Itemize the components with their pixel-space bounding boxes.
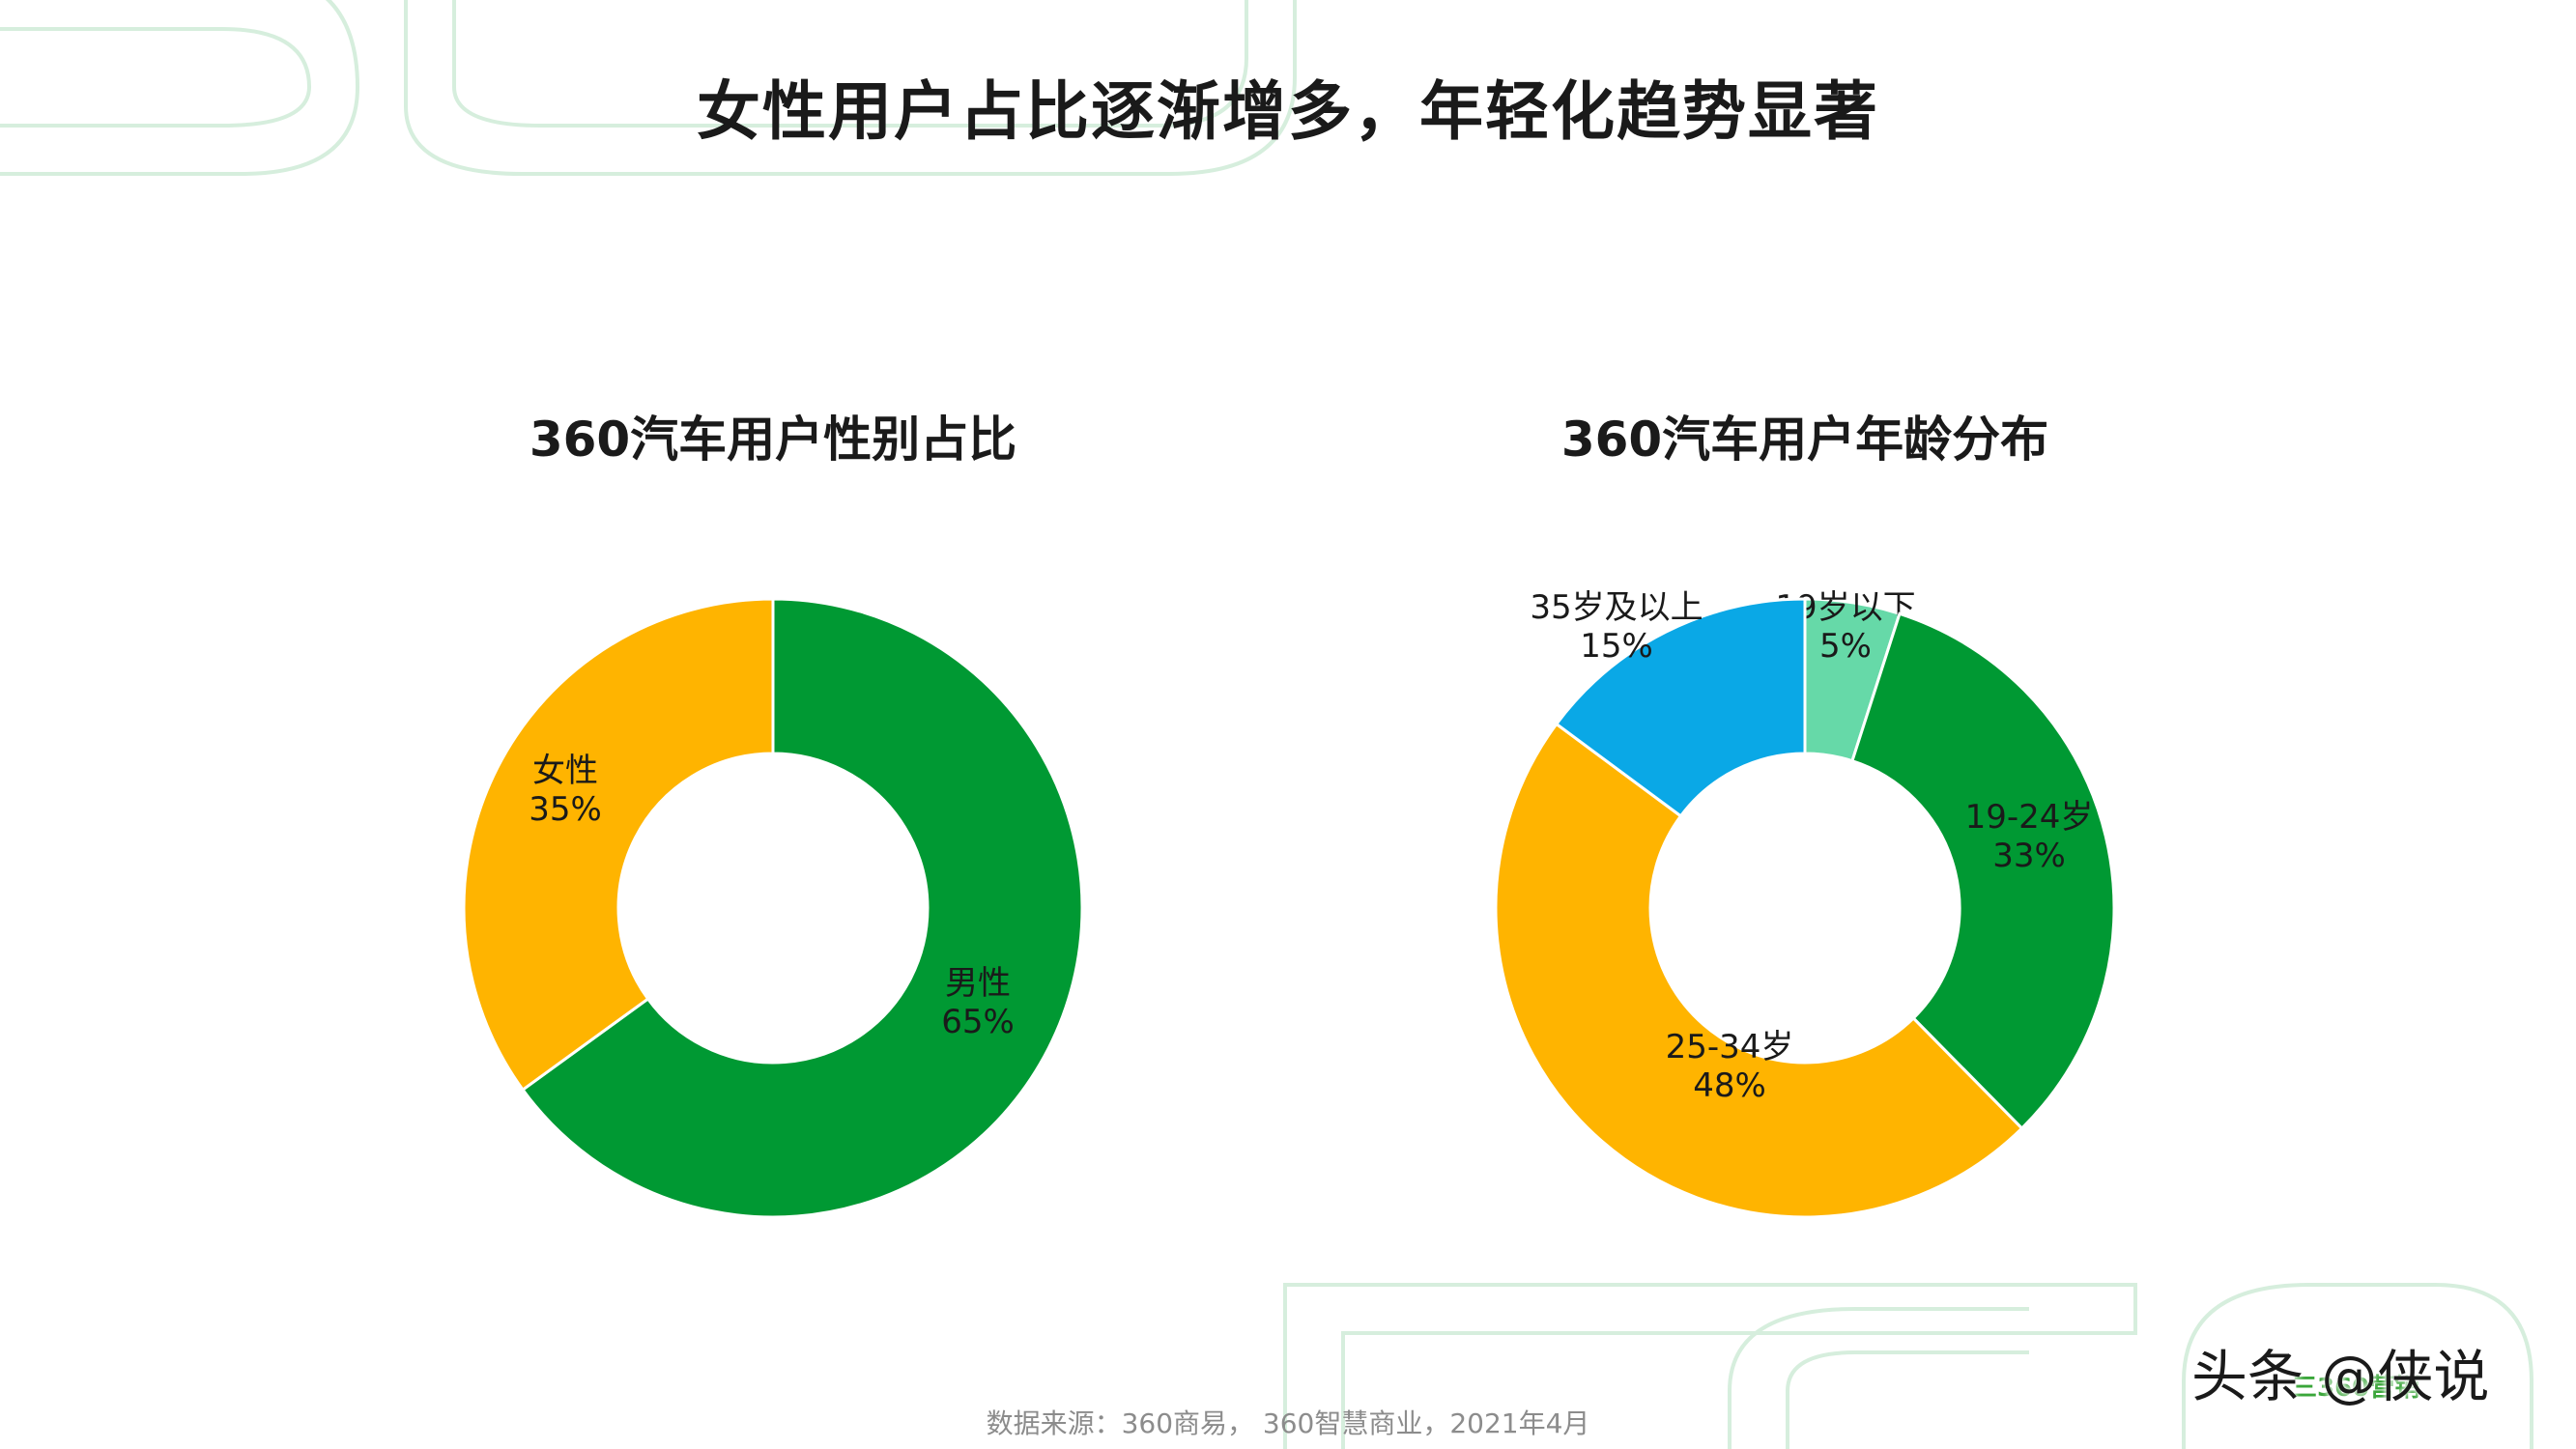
slice-value-label: 15% bbox=[1580, 627, 1653, 666]
slice-name-label: 女性 bbox=[532, 752, 598, 790]
slice-name-label: 25-34岁 bbox=[1666, 1028, 1794, 1066]
slice-name-label: 19-24岁 bbox=[1965, 798, 2094, 837]
gender-chart-title: 360汽车用户性别占比 bbox=[529, 412, 1017, 468]
page-title: 女性用户占比逐渐增多，年轻化趋势显著 bbox=[697, 74, 1879, 149]
age-chart-title: 360汽车用户年龄分布 bbox=[1560, 412, 2049, 468]
brand-logo: 三360营销 bbox=[2292, 1374, 2420, 1403]
slice-value-label: 35% bbox=[529, 790, 602, 829]
slice-name-label: 35岁及以上 bbox=[1530, 588, 1703, 627]
donut-slice-1-3 bbox=[1554, 597, 1807, 818]
watermark-text: 头条 @侠说 bbox=[2191, 1344, 2490, 1409]
donut-slice-0-1 bbox=[462, 597, 775, 1093]
donut-slice-1-1 bbox=[1850, 611, 2116, 1131]
data-source-note: 数据来源：360商易， 360智慧商业，2021年4月 bbox=[986, 1407, 1590, 1439]
slice-value-label: 5% bbox=[1819, 627, 1872, 666]
slice-value-label: 33% bbox=[1992, 837, 2066, 875]
donut-slice-1-2 bbox=[1494, 722, 2024, 1219]
slice-value-label: 65% bbox=[941, 1003, 1015, 1041]
slice-value-label: 48% bbox=[1693, 1066, 1766, 1105]
donut-slice-0-0 bbox=[521, 597, 1084, 1219]
slice-name-label: 男性 bbox=[945, 964, 1011, 1003]
